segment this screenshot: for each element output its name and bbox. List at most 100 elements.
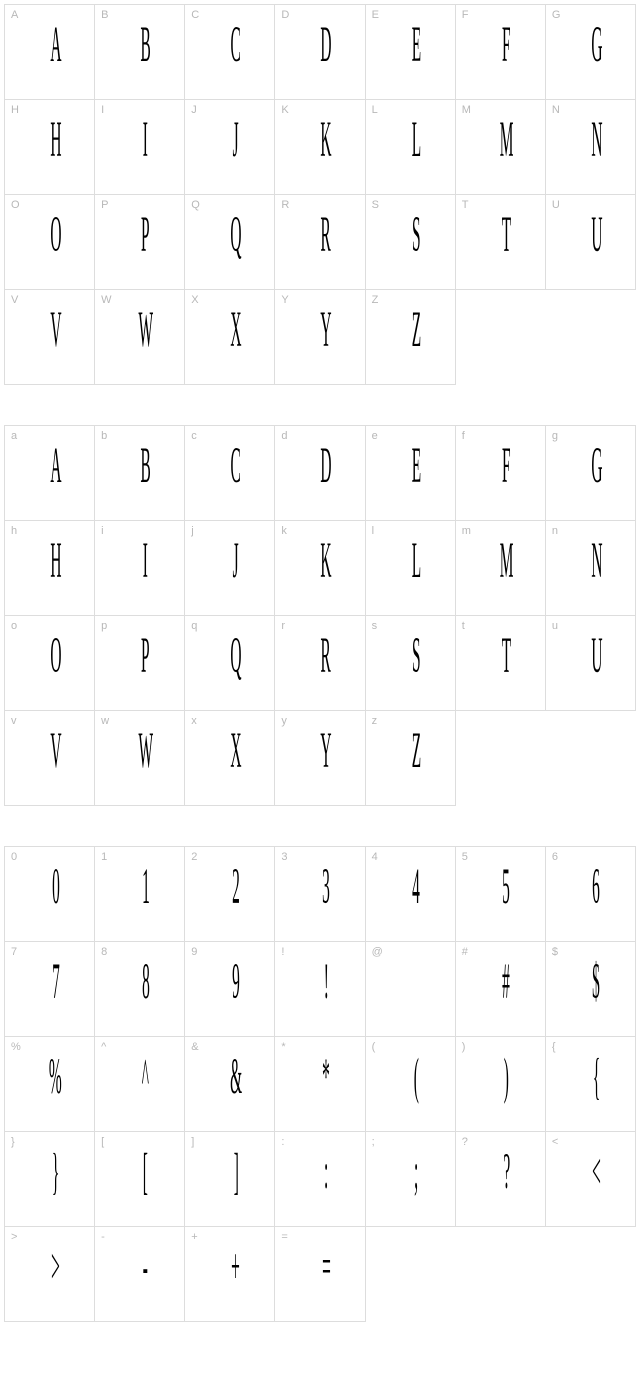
key-label: h	[11, 525, 17, 537]
glyph: V	[50, 300, 61, 359]
glyph: ]	[233, 1142, 238, 1201]
key-label: 7	[11, 946, 17, 958]
glyph-cell: PP	[95, 195, 185, 290]
glyph-cell: tT	[456, 616, 546, 711]
glyph-cell: VV	[5, 290, 95, 385]
key-label: <	[552, 1136, 558, 1148]
glyph: )	[504, 1047, 509, 1106]
glyph-cell: ::	[275, 1132, 365, 1227]
glyph: E	[411, 15, 420, 74]
glyph: X	[230, 721, 241, 780]
key-label: L	[372, 104, 378, 116]
glyph-cell: UU	[546, 195, 636, 290]
key-label: +	[191, 1231, 197, 1243]
glyph-cell: ZZ	[366, 290, 456, 385]
key-label: G	[552, 9, 561, 21]
glyph: Q	[230, 626, 241, 685]
glyph: {	[593, 1047, 600, 1106]
key-label: j	[191, 525, 193, 537]
glyph-cell: II	[95, 100, 185, 195]
key-label: T	[462, 199, 469, 211]
glyph: -	[143, 1237, 148, 1296]
key-label: f	[462, 430, 465, 442]
glyph-cell: 44	[366, 847, 456, 942]
glyph-cell: %%	[5, 1037, 95, 1132]
key-label: S	[372, 199, 379, 211]
glyph-cell: eE	[366, 426, 456, 521]
key-label: n	[552, 525, 558, 537]
glyph-cell: nN	[546, 521, 636, 616]
glyph: W	[138, 721, 153, 780]
glyph-cell: gG	[546, 426, 636, 521]
glyph-cell: AA	[5, 5, 95, 100]
key-label: z	[372, 715, 378, 727]
glyph: C	[231, 15, 241, 74]
glyph: W	[138, 300, 153, 359]
key-label: x	[191, 715, 197, 727]
section-lowercase: aAbBcCdDeEfFgGhHiIjJkKlLmMnNoOpPqQrRsStT…	[4, 425, 636, 806]
glyph: Y	[320, 721, 331, 780]
key-label: V	[11, 294, 18, 306]
glyph-cell: jJ	[185, 521, 275, 616]
glyph-cell: QQ	[185, 195, 275, 290]
glyph-cell: <<	[546, 1132, 636, 1227]
glyph-cell: RR	[275, 195, 365, 290]
section-uppercase: AABBCCDDEEFFGGHHIIJJKKLLMMNNOOPPQQRRSSTT…	[4, 4, 636, 385]
glyph: ^	[142, 1047, 149, 1106]
glyph: T	[502, 205, 511, 264]
key-label: K	[281, 104, 288, 116]
key-label: k	[281, 525, 287, 537]
key-label: D	[281, 9, 289, 21]
key-label: q	[191, 620, 197, 632]
glyph: G	[591, 436, 602, 495]
glyph: H	[50, 531, 61, 590]
glyph-cell: HH	[5, 100, 95, 195]
key-label: M	[462, 104, 471, 116]
key-label: 9	[191, 946, 197, 958]
glyph: H	[50, 110, 61, 169]
key-label: w	[101, 715, 109, 727]
empty-cell	[366, 1227, 456, 1322]
glyph-cell: vV	[5, 711, 95, 806]
key-label: g	[552, 430, 558, 442]
glyph-cell: >>	[5, 1227, 95, 1322]
glyph: Y	[320, 300, 331, 359]
key-label: U	[552, 199, 560, 211]
glyph: %	[49, 1047, 62, 1106]
key-label: }	[11, 1136, 15, 1148]
glyph-cell: !!	[275, 942, 365, 1037]
glyph: S	[412, 205, 421, 264]
key-label: F	[462, 9, 469, 21]
key-label: X	[191, 294, 198, 306]
glyph-cell: mM	[456, 521, 546, 616]
key-label: u	[552, 620, 558, 632]
key-label: )	[462, 1041, 466, 1053]
key-label: 4	[372, 851, 378, 863]
glyph-cell: CC	[185, 5, 275, 100]
glyph-cell: ;;	[366, 1132, 456, 1227]
glyph: O	[50, 626, 61, 685]
key-label: A	[11, 9, 18, 21]
glyph: J	[233, 110, 239, 169]
glyph: }	[52, 1142, 59, 1201]
glyph: [	[143, 1142, 148, 1201]
glyph-cell: iI	[95, 521, 185, 616]
glyph-cell: WW	[95, 290, 185, 385]
glyph: 6	[593, 857, 601, 916]
glyph-cell: 77	[5, 942, 95, 1037]
key-label: ?	[462, 1136, 468, 1148]
glyph-cell: lL	[366, 521, 456, 616]
glyph: A	[50, 436, 61, 495]
glyph-cell: }}	[5, 1132, 95, 1227]
glyph-cell: ??	[456, 1132, 546, 1227]
glyph: &	[230, 1047, 242, 1106]
key-label: (	[372, 1041, 376, 1053]
key-label: O	[11, 199, 20, 211]
glyph: L	[411, 110, 420, 169]
glyph-cell: dD	[275, 426, 365, 521]
glyph-cell: 22	[185, 847, 275, 942]
key-label: p	[101, 620, 107, 632]
glyph: D	[320, 15, 331, 74]
key-label: =	[281, 1231, 287, 1243]
glyph: C	[231, 436, 241, 495]
